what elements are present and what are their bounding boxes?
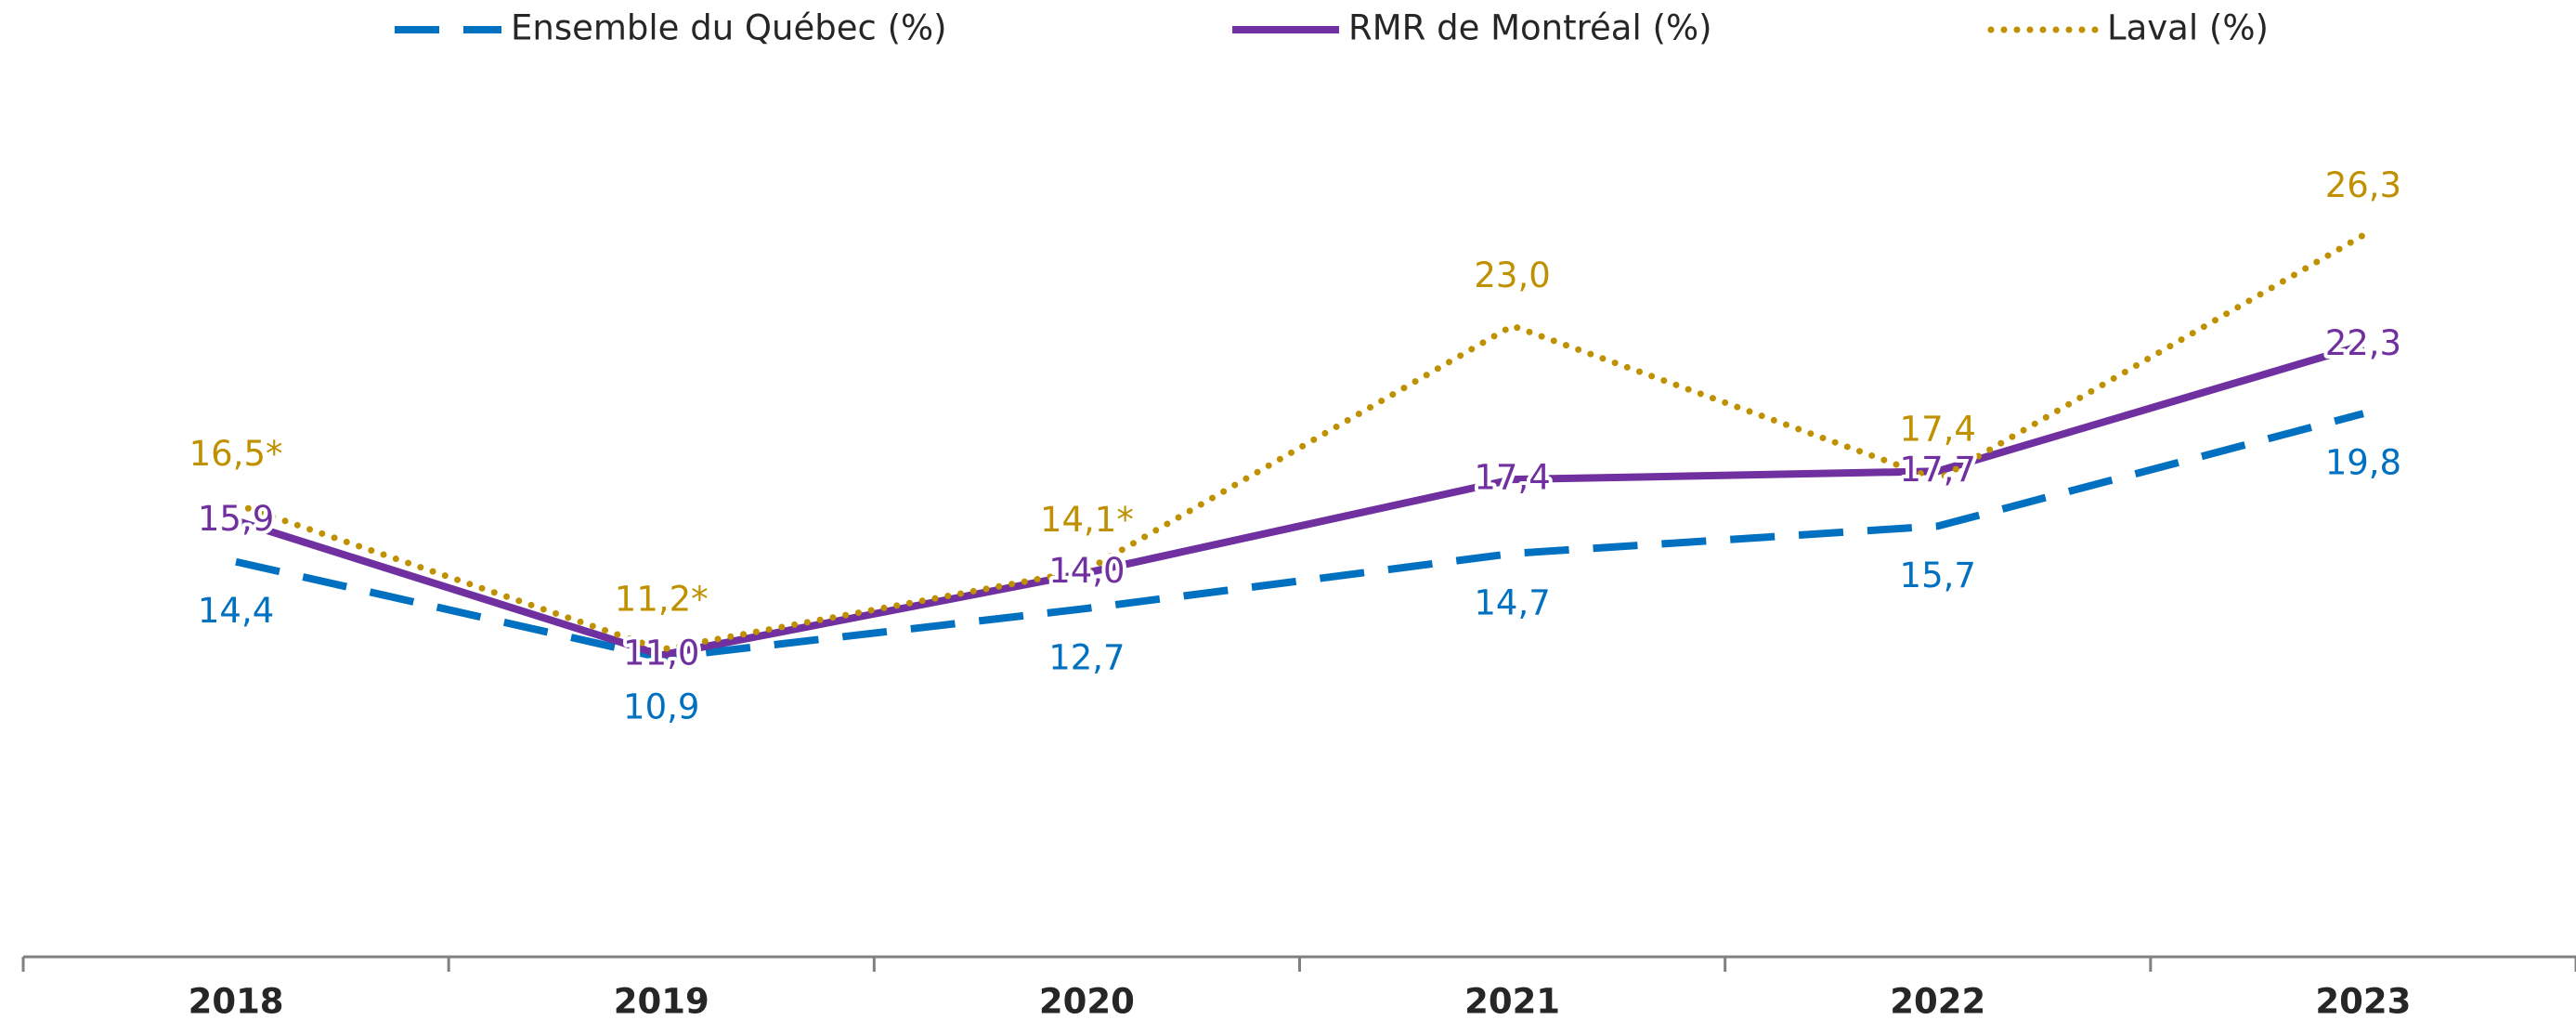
data-label: 10,9: [623, 687, 699, 727]
data-label: 12,7: [1048, 637, 1125, 677]
data-label: 22,3: [2325, 323, 2401, 363]
series-line: [234, 341, 2365, 660]
x-tick-label: 2018: [189, 982, 284, 1020]
data-label: 14,0: [1048, 551, 1125, 591]
data-label: 17,4: [1900, 410, 1976, 450]
x-tick-label: 2019: [614, 982, 709, 1020]
data-label: 15,7: [1900, 556, 1976, 595]
data-label: 23,0: [1474, 255, 1550, 295]
x-tick-label: 2023: [2315, 982, 2411, 1020]
data-label: 14,4: [198, 591, 274, 631]
data-label: 15,9: [198, 499, 274, 539]
data-label: 14,7: [1474, 582, 1550, 622]
x-tick-label: 2021: [1464, 982, 1560, 1020]
x-tick-label: 2020: [1039, 982, 1135, 1020]
data-label: 14,1*: [1040, 500, 1134, 540]
x-tick-label: 2022: [1890, 982, 1985, 1020]
legend-label: Laval (%): [2107, 8, 2269, 48]
legend-label: Ensemble du Québec (%): [511, 8, 947, 48]
legend-label: RMR de Montréal (%): [1348, 8, 1712, 48]
data-label: 11,0: [623, 634, 699, 673]
series-line: [232, 231, 2367, 653]
data-label: 26,3: [2325, 165, 2401, 205]
data-label: 19,8: [2325, 443, 2401, 483]
series-line: [235, 410, 2364, 662]
data-label: 17,7: [1900, 450, 1976, 490]
data-label: 16,5*: [189, 434, 283, 474]
data-label: 11,2*: [615, 580, 709, 620]
data-label: 17,4: [1474, 458, 1550, 498]
